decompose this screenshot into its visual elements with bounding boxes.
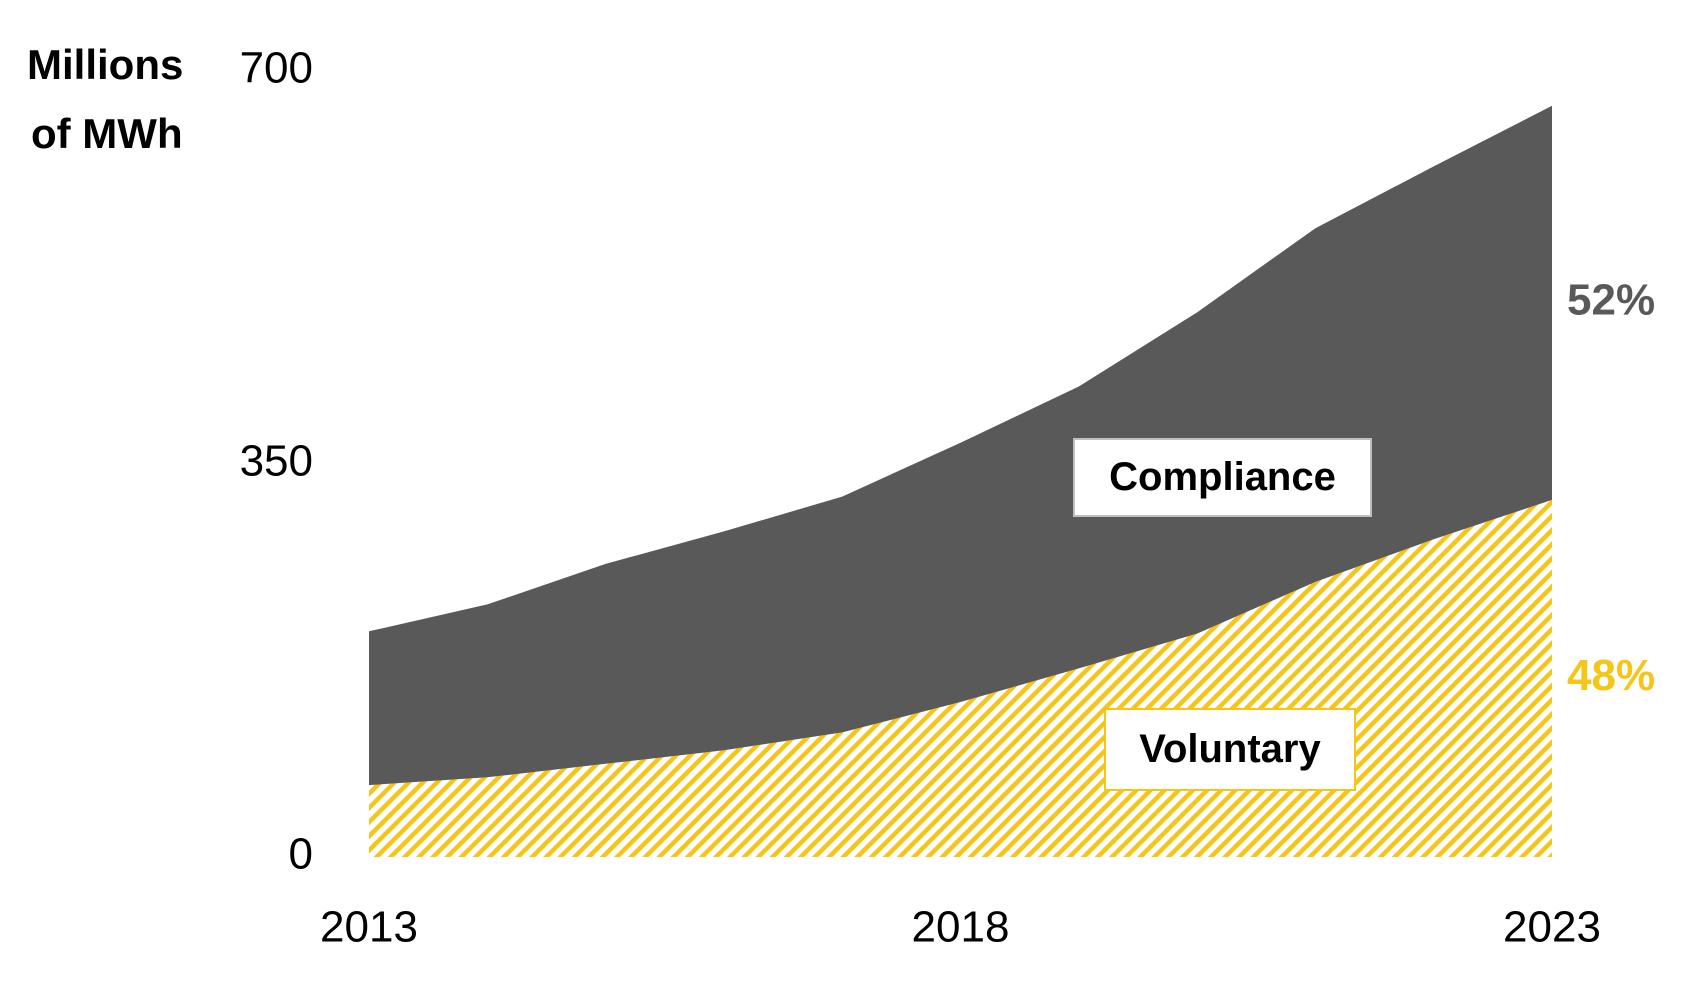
legend-entry: Voluntary: [1104, 708, 1356, 791]
legend-box: [1073, 438, 1372, 517]
y-tick-label: 0: [289, 830, 313, 879]
axis-title: of MWh: [31, 110, 183, 157]
legend-box: [1104, 708, 1356, 791]
axis-title: Millions: [27, 41, 183, 88]
plot-area: 0 350 700 2013 2018 2023 Voluntary 48% Complianc…: [240, 44, 1656, 952]
y-tick-label: 700: [240, 44, 313, 93]
legend-label: Compliance: [1109, 455, 1336, 499]
legend-label: Voluntary: [1139, 727, 1321, 771]
area: [369, 105, 1552, 786]
share-label: 48%: [1567, 651, 1655, 700]
x-tick-label: 2023: [1503, 903, 1601, 952]
legend-entry: Compliance: [1073, 438, 1372, 517]
x-tick-label: 2018: [912, 903, 1010, 952]
y-tick-label: 350: [240, 437, 313, 486]
x-tick-label: 2013: [320, 903, 418, 952]
share-label: 52%: [1567, 275, 1655, 324]
